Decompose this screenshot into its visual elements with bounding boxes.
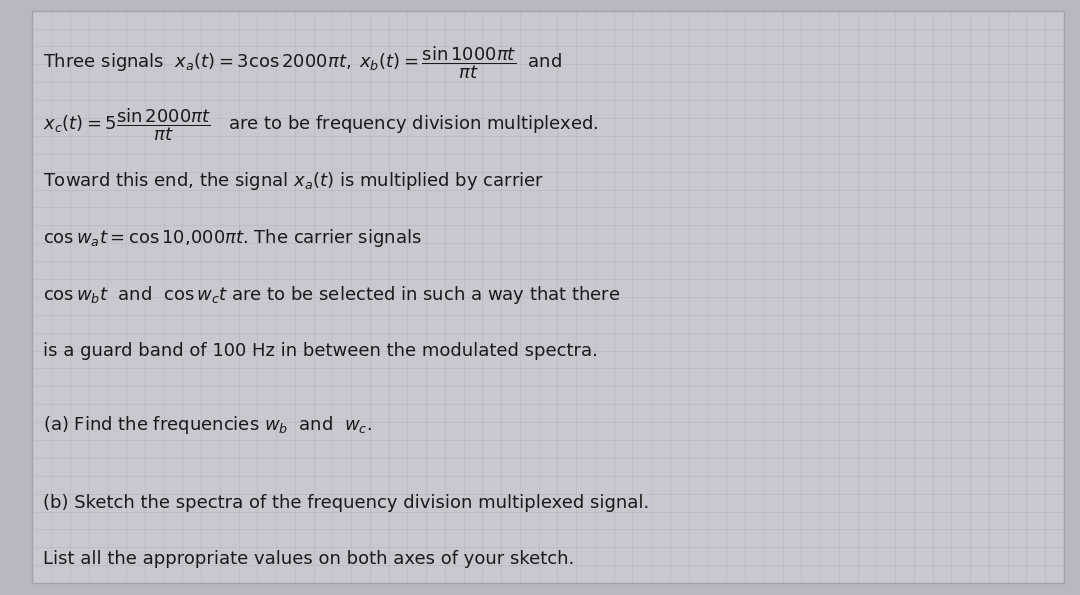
Text: List all the appropriate values on both axes of your sketch.: List all the appropriate values on both … xyxy=(43,550,575,568)
Text: $x_c(t) = 5\dfrac{\sin 2000\pi t}{\pi t}$   are to be frequency division multipl: $x_c(t) = 5\dfrac{\sin 2000\pi t}{\pi t}… xyxy=(43,107,599,143)
Text: Toward this end, the signal $x_a(t)$ is multiplied by carrier: Toward this end, the signal $x_a(t)$ is … xyxy=(43,171,544,192)
Text: (b) Sketch the spectra of the frequency division multiplexed signal.: (b) Sketch the spectra of the frequency … xyxy=(43,494,649,512)
Text: (a) Find the frequencies $w_b$  and  $w_c$.: (a) Find the frequencies $w_b$ and $w_c$… xyxy=(43,415,373,436)
Text: $\cos w_a t = \cos 10{,}000\pi t$. The carrier signals: $\cos w_a t = \cos 10{,}000\pi t$. The c… xyxy=(43,227,422,249)
Text: Three signals  $x_a(t) = 3\cos 2000\pi t,\; x_b(t) = \dfrac{\sin 1000\pi t}{\pi : Three signals $x_a(t) = 3\cos 2000\pi t,… xyxy=(43,44,562,81)
Text: is a guard band of 100 Hz in between the modulated spectra.: is a guard band of 100 Hz in between the… xyxy=(43,342,598,360)
Text: $\cos w_b t$  and  $\cos w_c t$ are to be selected in such a way that there: $\cos w_b t$ and $\cos w_c t$ are to be … xyxy=(43,284,621,305)
FancyBboxPatch shape xyxy=(32,11,1064,583)
